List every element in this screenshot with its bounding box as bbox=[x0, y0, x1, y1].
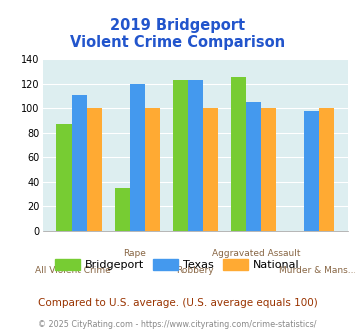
Legend: Bridgeport, Texas, National: Bridgeport, Texas, National bbox=[55, 259, 300, 270]
Bar bbox=[56, 124, 72, 231]
Text: Rape: Rape bbox=[123, 249, 146, 258]
Bar bbox=[145, 109, 160, 231]
Bar bbox=[203, 109, 218, 231]
Text: © 2025 CityRating.com - https://www.cityrating.com/crime-statistics/: © 2025 CityRating.com - https://www.city… bbox=[38, 320, 317, 329]
Text: All Violent Crime: All Violent Crime bbox=[35, 266, 111, 275]
Bar bbox=[231, 77, 246, 231]
Bar bbox=[246, 102, 261, 231]
Bar bbox=[72, 95, 87, 231]
Bar bbox=[130, 84, 145, 231]
Text: Aggravated Assault: Aggravated Assault bbox=[212, 249, 301, 258]
Bar bbox=[304, 111, 319, 231]
Bar bbox=[188, 80, 203, 231]
Bar bbox=[261, 109, 276, 231]
Bar bbox=[87, 109, 102, 231]
Text: Murder & Mans...: Murder & Mans... bbox=[279, 266, 355, 275]
Text: Compared to U.S. average. (U.S. average equals 100): Compared to U.S. average. (U.S. average … bbox=[38, 298, 317, 308]
Text: Violent Crime Comparison: Violent Crime Comparison bbox=[70, 35, 285, 50]
Bar bbox=[115, 188, 130, 231]
Bar bbox=[319, 109, 334, 231]
Text: 2019 Bridgeport: 2019 Bridgeport bbox=[110, 18, 245, 33]
Bar bbox=[173, 80, 188, 231]
Text: Robbery: Robbery bbox=[176, 266, 214, 275]
